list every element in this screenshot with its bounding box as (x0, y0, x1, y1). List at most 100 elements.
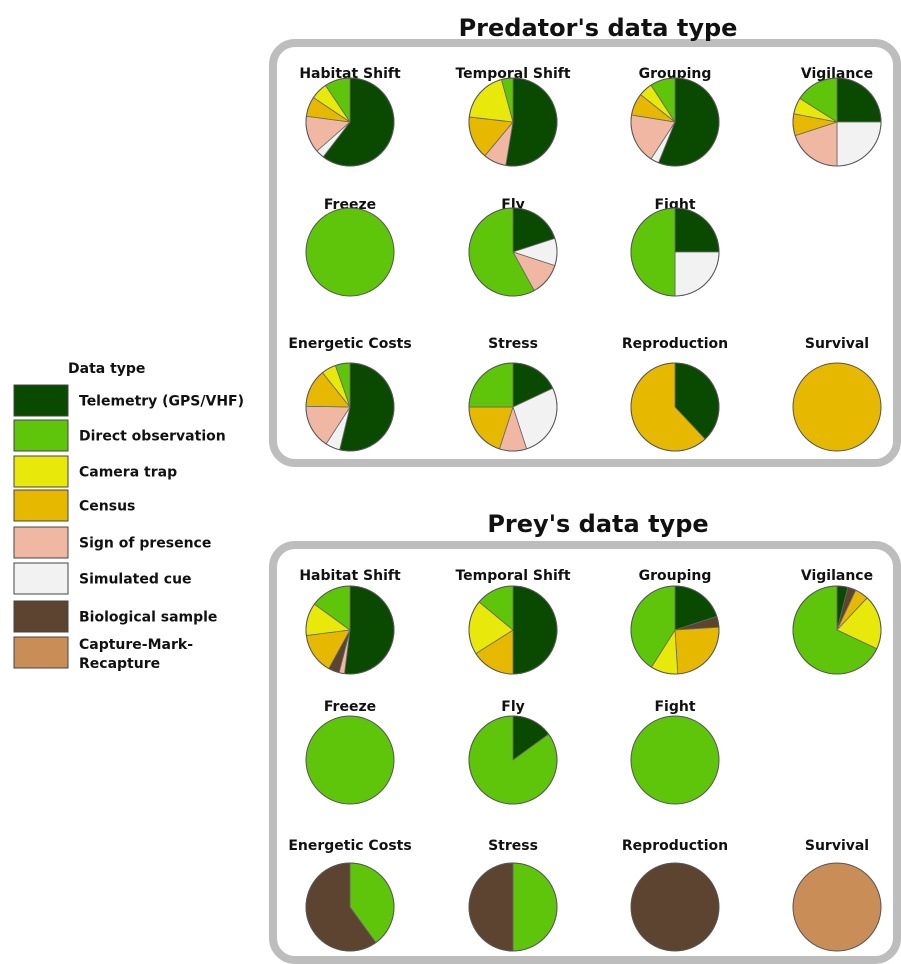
prey-pie-fight: Fight (630, 699, 720, 805)
prey-panel-title: Prey's data type (487, 510, 708, 538)
prey-pie-fly-label: Fly (501, 699, 525, 715)
legend-label-census: Census (79, 499, 135, 515)
prey-pie-stress-outline (468, 862, 558, 952)
predator-pie-energetic-costs: Energetic Costs (288, 336, 412, 452)
predator-pie-reproduction-label: Reproduction (622, 336, 728, 352)
prey-pie-stress-slice-direct (512, 862, 558, 952)
predator-pie-vigilance-outline (792, 77, 882, 167)
prey-pie-stress-label: Stress (488, 838, 538, 854)
legend-label-biological: Biological sample (79, 610, 217, 626)
predator-pie-freeze-slice-direct (305, 207, 395, 297)
predator-pie-survival-label: Survival (805, 336, 869, 352)
predator-pie-freeze-label: Freeze (324, 197, 376, 213)
predator-pie-grouping-label: Grouping (639, 66, 712, 82)
legend-label-camera: Camera trap (79, 465, 177, 481)
prey-pie-fight-label: Fight (654, 699, 695, 715)
predator-pie-stress-slice-direct (468, 362, 514, 408)
prey-pie-temporal-shift-slice-telemetry (512, 585, 558, 675)
predator-pie-stress: Stress (468, 336, 558, 452)
prey-pie-energetic-costs-label: Energetic Costs (288, 838, 411, 854)
predator-pie-fight: Fight (630, 197, 720, 297)
predator-pie-survival: Survival (792, 336, 882, 452)
prey-pie-vigilance: Vigilance (792, 568, 882, 675)
prey-pie-habitat-shift-label: Habitat Shift (299, 568, 401, 584)
predator-pie-fight-slice-simulated (674, 251, 720, 297)
prey-pie-freeze: Freeze (305, 699, 395, 805)
legend-label-direct: Direct observation (79, 429, 226, 445)
legend-swatch-telemetry (13, 384, 69, 417)
predator-pie-energetic-costs-label: Energetic Costs (288, 336, 411, 352)
prey-pie-energetic-costs: Energetic Costs (288, 838, 412, 952)
prey-pie-reproduction: Reproduction (622, 838, 728, 952)
predator-pie-temporal-shift-slice-telemetry (505, 77, 558, 167)
predator-pie-vigilance-label: Vigilance (801, 66, 873, 82)
predator-pie-vigilance-slice-telemetry (836, 77, 882, 123)
prey-pie-survival: Survival (792, 838, 882, 952)
predator-pie-grouping-outline (630, 77, 720, 167)
predator-pie-habitat-shift-label: Habitat Shift (299, 66, 401, 82)
legend-label-cmr: Capture-Mark-Recapture (79, 637, 193, 672)
prey-pie-grouping-outline (630, 585, 720, 675)
prey-pie-temporal-shift-outline (468, 585, 558, 675)
prey-panel: Prey's data type Habitat Shift Temporal S… (269, 510, 901, 964)
prey-pie-temporal-shift-label: Temporal Shift (455, 568, 570, 584)
predator-pie-vigilance-slice-simulated (836, 121, 882, 167)
prey-pie-grouping-label: Grouping (639, 568, 712, 584)
predator-pie-freeze: Freeze (305, 197, 395, 297)
legend-swatch-cmr (13, 636, 69, 669)
prey-pie-reproduction-slice-biological (630, 862, 720, 952)
prey-pie-survival-label: Survival (805, 838, 869, 854)
prey-pie-habitat-shift-slice-telemetry (344, 585, 395, 675)
predator-pie-reproduction-outline (630, 362, 720, 452)
predator-pie-habitat-shift: Habitat Shift (299, 66, 401, 167)
prey-pie-survival-slice-cmr (792, 862, 882, 952)
prey-pie-stress: Stress (468, 838, 558, 952)
prey-panel-frame (269, 541, 901, 964)
legend-swatch-biological (13, 600, 69, 633)
legend-label-telemetry: Telemetry (GPS/VHF) (79, 394, 244, 410)
legend-swatch-direct (13, 419, 69, 452)
prey-pie-vigilance-outline (792, 585, 882, 675)
legend-title: Data type (68, 361, 145, 377)
predator-pie-fly: Fly (468, 197, 558, 297)
predator-panel-frame (269, 39, 901, 467)
predator-pie-fight-outline (630, 207, 720, 297)
predator-pie-stress-outline (468, 362, 558, 452)
predator-pie-fight-slice-direct (630, 207, 676, 297)
legend: Data type Telemetry (GPS/VHF) Direct obse… (13, 361, 244, 672)
legend-label-sign: Sign of presence (79, 536, 211, 552)
prey-pie-habitat-shift: Habitat Shift (299, 568, 401, 675)
predator-pie-temporal-shift: Temporal Shift (455, 66, 571, 167)
prey-pie-fly: Fly (468, 699, 558, 805)
predator-pie-stress-label: Stress (488, 336, 538, 352)
predator-pie-habitat-shift-outline (305, 77, 395, 167)
legend-swatch-census (13, 489, 69, 522)
predator-panel: Predator's data type Habitat Shift Tempor… (269, 14, 901, 467)
prey-pie-vigilance-label: Vigilance (801, 568, 873, 584)
predator-pie-reproduction: Reproduction (622, 336, 728, 452)
predator-pie-fly-outline (468, 207, 558, 297)
legend-label-simulated: Simulated cue (79, 572, 192, 588)
predator-pie-grouping: Grouping (630, 66, 720, 167)
prey-pie-energetic-costs-outline (305, 862, 395, 952)
prey-pie-stress-slice-biological (468, 862, 514, 952)
prey-pie-fly-outline (468, 715, 558, 805)
predator-pie-survival-slice-census (792, 362, 882, 452)
prey-pie-reproduction-label: Reproduction (622, 838, 728, 854)
predator-panel-title: Predator's data type (459, 14, 738, 42)
prey-pie-freeze-label: Freeze (324, 699, 376, 715)
prey-pie-freeze-slice-direct (305, 715, 395, 805)
prey-pie-habitat-shift-outline (305, 585, 395, 675)
predator-pie-temporal-shift-label: Temporal Shift (455, 66, 570, 82)
predator-pie-vigilance: Vigilance (792, 66, 882, 167)
predator-pie-energetic-costs-outline (305, 362, 395, 452)
legend-swatch-camera (13, 455, 69, 488)
predator-pie-fight-slice-telemetry (674, 207, 720, 253)
predator-pie-temporal-shift-outline (468, 77, 558, 167)
prey-pie-fight-slice-direct (630, 715, 720, 805)
prey-pie-temporal-shift: Temporal Shift (455, 568, 571, 675)
prey-pie-grouping: Grouping (630, 568, 720, 675)
legend-swatch-simulated (13, 562, 69, 595)
legend-swatch-sign (13, 526, 69, 559)
